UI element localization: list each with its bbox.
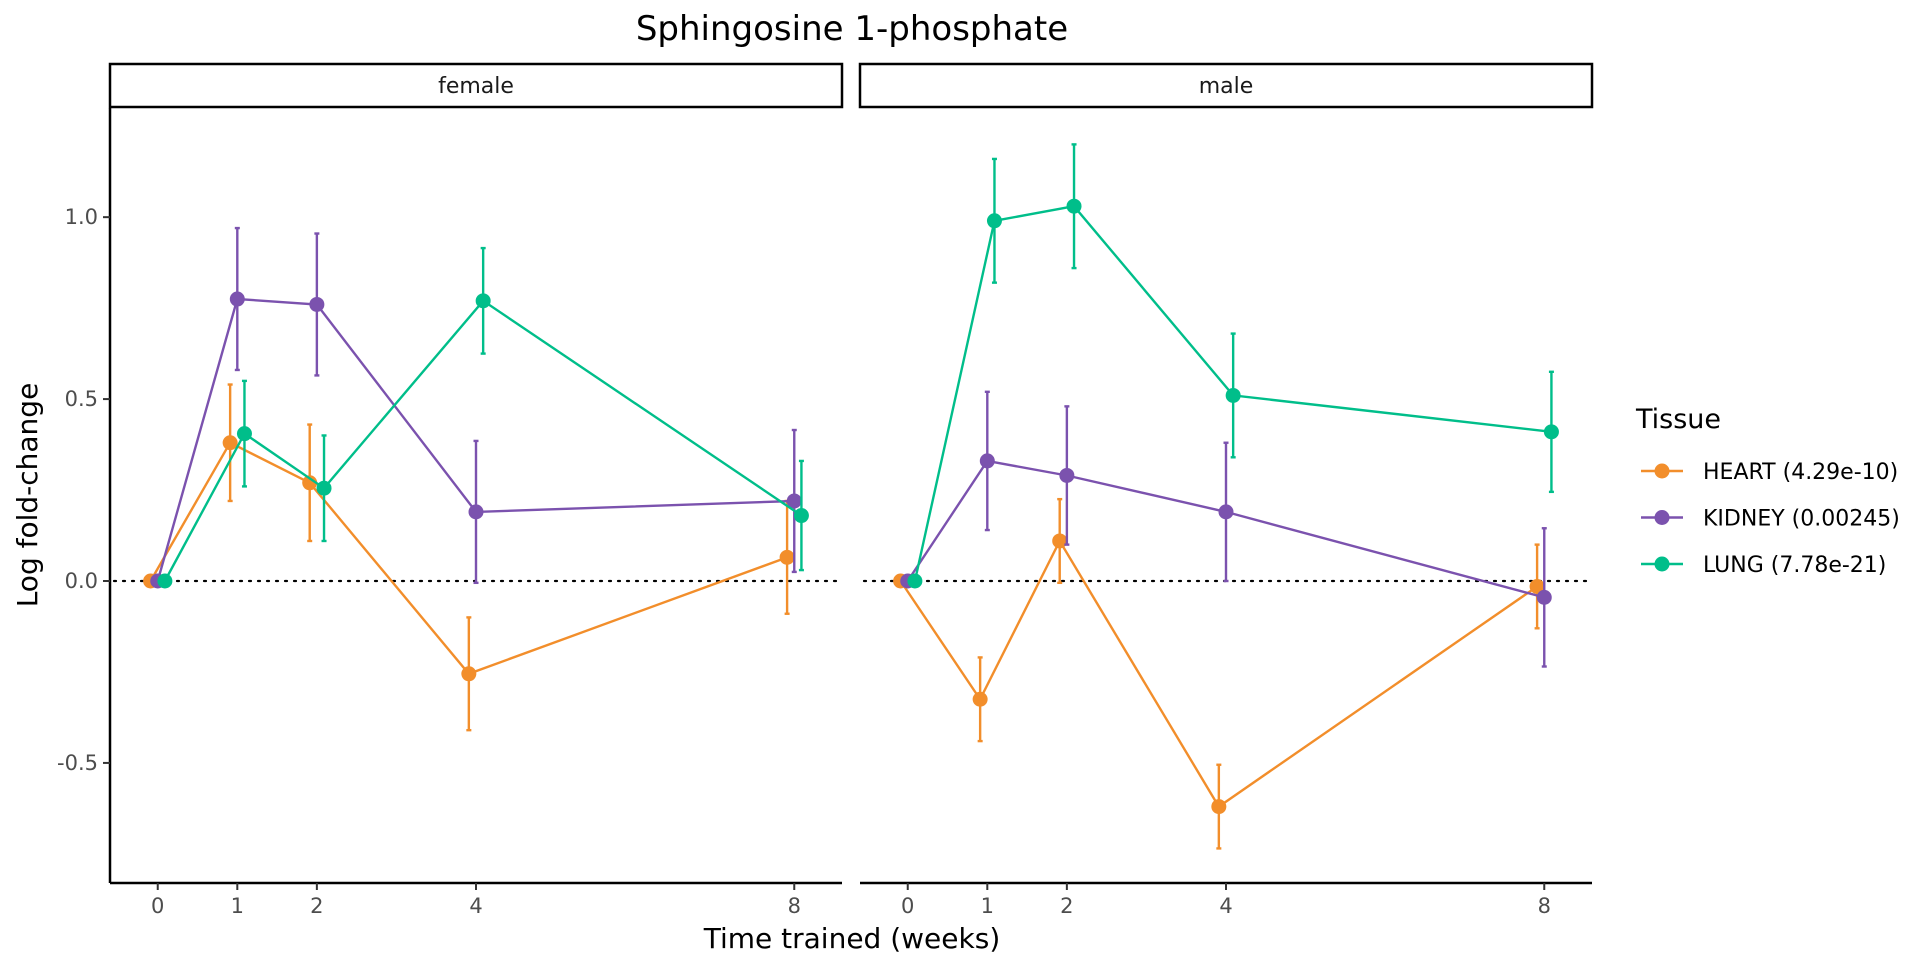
data-point bbox=[1225, 387, 1241, 403]
legend-item: KIDNEY (0.00245) bbox=[1641, 507, 1900, 532]
x-tick-label: 4 bbox=[469, 894, 482, 918]
x-tick-label: 1 bbox=[981, 894, 994, 918]
x-tick-label: 8 bbox=[1538, 894, 1551, 918]
x-tick-label: 2 bbox=[1060, 894, 1073, 918]
legend-label: HEART (4.29e-10) bbox=[1703, 460, 1898, 485]
series-heart bbox=[143, 383, 795, 732]
data-point bbox=[222, 435, 238, 451]
data-point bbox=[1218, 504, 1234, 520]
data-point bbox=[1529, 578, 1545, 594]
data-point bbox=[475, 293, 491, 309]
data-point bbox=[779, 549, 795, 565]
data-point bbox=[229, 291, 245, 307]
data-point bbox=[157, 573, 173, 589]
series-lung bbox=[907, 143, 1559, 589]
data-point bbox=[907, 573, 923, 589]
chart-panels: female -0.5 0.0 0.5 1.0 0 1 2 4 8 male 0 1 2 4 8 bbox=[57, 62, 1594, 918]
data-point bbox=[979, 453, 995, 469]
data-point bbox=[1543, 424, 1559, 440]
data-point bbox=[972, 691, 988, 707]
data-point bbox=[316, 480, 332, 496]
data-point bbox=[468, 504, 484, 520]
series-kidney bbox=[900, 390, 1552, 668]
legend-item: LUNG (7.78e-21) bbox=[1641, 553, 1886, 578]
legend-key-point bbox=[1654, 510, 1670, 525]
y-tick-label: 0.5 bbox=[65, 387, 98, 411]
facet-label: female bbox=[438, 74, 514, 99]
facet-strip bbox=[108, 62, 844, 109]
x-tick-label: 0 bbox=[151, 894, 164, 918]
x-tick-label: 0 bbox=[901, 894, 914, 918]
legend-label: KIDNEY (0.00245) bbox=[1703, 507, 1900, 532]
x-tick-label: 4 bbox=[1219, 894, 1232, 918]
panel-female: female -0.5 0.0 0.5 1.0 0 1 2 4 8 bbox=[57, 62, 844, 918]
legend-key-point bbox=[1654, 463, 1670, 479]
panel-male: male 0 1 2 4 8 bbox=[858, 62, 1594, 918]
series-lung bbox=[157, 246, 809, 589]
facet-strip bbox=[858, 62, 1594, 109]
x-tick-label: 1 bbox=[231, 894, 244, 918]
y-tick-label: 0.0 bbox=[65, 569, 98, 593]
data-point bbox=[786, 493, 802, 509]
data-point bbox=[793, 508, 809, 524]
x-axis-title: Time trained (weeks) bbox=[703, 922, 1001, 955]
legend-key-point bbox=[1654, 556, 1670, 572]
legend: Tissue HEART (4.29e-10) KIDNEY (0.00245) L… bbox=[1635, 404, 1900, 578]
data-point bbox=[236, 426, 252, 442]
series-heart bbox=[893, 497, 1545, 850]
y-tick-label: 1.0 bbox=[65, 205, 98, 229]
data-point bbox=[309, 296, 325, 312]
data-point bbox=[1066, 198, 1082, 214]
legend-item: HEART (4.29e-10) bbox=[1641, 460, 1898, 485]
x-tick-label: 8 bbox=[788, 894, 801, 918]
data-point bbox=[986, 213, 1002, 229]
series-kidney bbox=[150, 226, 802, 589]
data-point bbox=[1059, 467, 1075, 483]
y-tick-label: -0.5 bbox=[57, 751, 98, 775]
data-point bbox=[1052, 533, 1068, 549]
chart-title: Sphingosine 1-phosphate bbox=[636, 9, 1068, 49]
data-point bbox=[461, 666, 477, 682]
legend-title: Tissue bbox=[1635, 404, 1721, 435]
legend-label: LUNG (7.78e-21) bbox=[1703, 553, 1886, 578]
data-point bbox=[302, 475, 318, 491]
x-tick-label: 2 bbox=[310, 894, 323, 918]
data-point bbox=[1211, 799, 1227, 815]
data-point bbox=[1536, 589, 1552, 605]
facet-label: male bbox=[1199, 74, 1254, 99]
y-axis-title: Log fold-change bbox=[11, 383, 44, 608]
legend-items: HEART (4.29e-10) KIDNEY (0.00245) LUNG (7.… bbox=[1641, 460, 1900, 578]
